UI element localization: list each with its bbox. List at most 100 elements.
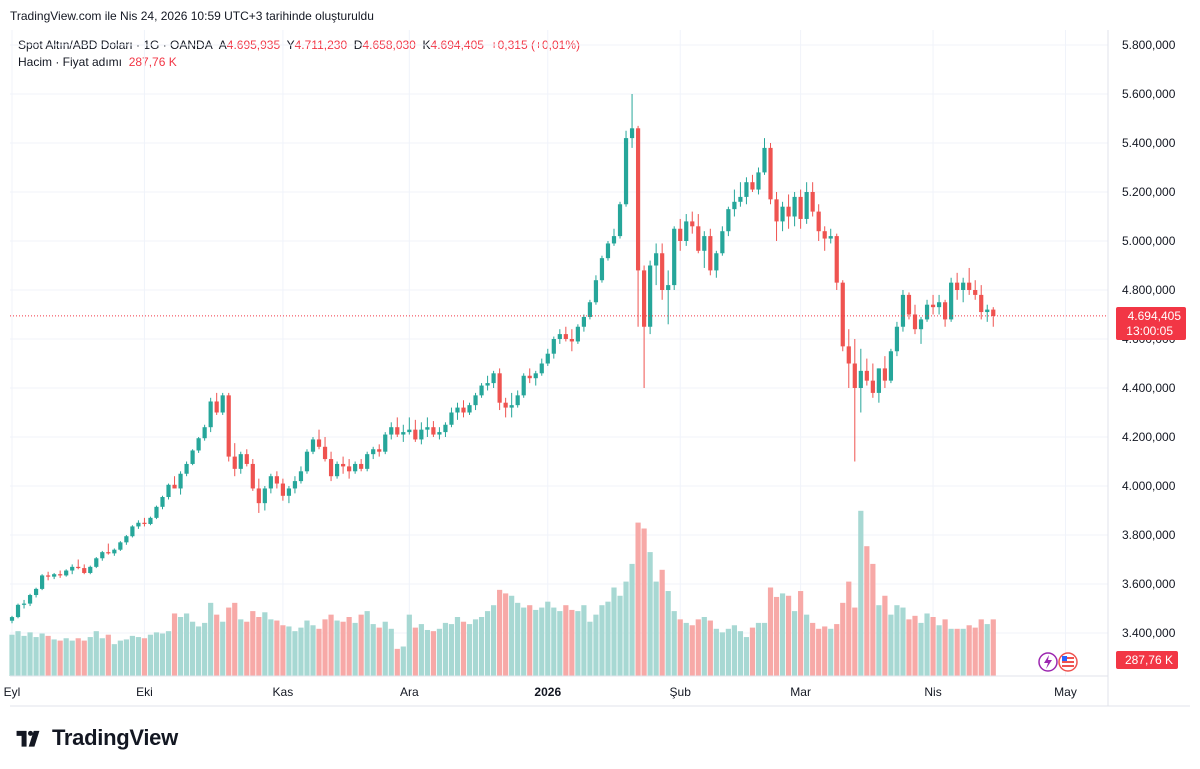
volume-bar [304,620,310,676]
candle [654,243,659,286]
candle-body [124,536,129,543]
candle [389,422,394,440]
grid-lines [10,30,1108,676]
volume-bar [737,631,744,676]
volume-bar [454,617,461,676]
time-axis[interactable]: Eyl Eki Kas Ara 2026 Şub Mar Nis May [4,685,1077,699]
volume-bar [424,629,430,676]
candle-body [876,368,881,393]
volume-bar [515,602,521,676]
candle [280,478,285,501]
volume-bar [478,617,485,676]
candle-body [527,375,532,379]
candle-body [678,228,683,241]
candle-body [949,282,954,320]
volume-bar [310,625,316,676]
volume-bar [328,614,334,676]
candle-body [112,549,117,554]
volume-bar [557,611,563,676]
volume-bar [563,605,569,676]
volume-value: 287,76 K [128,55,177,69]
candle [46,571,51,581]
volume-bar [509,595,515,676]
volume-bar [497,589,503,676]
volume-bar [749,627,756,676]
candle-body [383,434,388,452]
volume-bar [539,607,545,676]
price-tick-label: 4.400,000 [1122,381,1176,395]
candle [666,270,671,325]
volume-bar [864,546,870,676]
candle [467,402,472,415]
candle [690,211,695,234]
candle [720,226,725,256]
candle [985,304,990,322]
candle-body [714,253,719,271]
volume-bar [984,624,990,676]
price-tick-label: 5.400,000 [1122,136,1176,150]
candle-body [906,294,912,315]
candle-body [882,368,887,381]
candle [599,255,605,283]
candle-body [473,395,478,406]
volume-bar [21,635,27,676]
candle [635,125,641,327]
legend-ohlc-row: Spot Altın/ABD Doları · 1G · OANDA A4.69… [18,37,580,54]
candle-body [768,147,773,200]
candle-body [846,346,851,364]
candle [419,422,424,445]
candle [94,557,99,569]
candle-body [419,429,424,440]
volume-bar [472,619,479,676]
candle [894,321,900,357]
candle-body [395,427,400,435]
volume-label[interactable]: Hacim · Fiyat adımı [18,55,123,69]
candle-body [196,438,201,451]
volume-bar [159,633,166,676]
candle [846,329,851,388]
candle-body [208,401,213,428]
candle [906,292,912,320]
bar-countdown: 13:00:05 [1126,324,1173,338]
volume-bar [587,621,593,676]
candle-body [780,206,785,222]
volume-bar [870,563,876,676]
volume-bar [882,595,888,676]
lightning-icon[interactable] [1038,652,1058,672]
volume-bar [575,611,581,676]
candle-body [64,570,69,576]
candle [172,476,177,489]
candle [413,419,418,442]
candle-body [322,446,328,460]
volume-bar [527,605,533,676]
volume-bar [406,614,412,676]
volume-bar [954,628,960,676]
volume-bar [978,619,984,676]
candle [979,285,984,320]
volume-bar [39,633,45,676]
candle [738,182,743,207]
candle-body [587,302,593,317]
candle-body [365,454,370,469]
us-flag-icon[interactable] [1058,652,1078,672]
last-price-tag: 4.694,405 13:00:05 [1116,307,1186,340]
candle-body [106,552,111,554]
candle-body [425,427,430,430]
volume-bar [340,621,346,676]
candle [762,138,767,175]
candle-body [214,401,219,413]
volume-bar [418,624,424,676]
volume-bar [9,634,15,676]
candle [353,461,358,474]
candle [27,593,33,607]
volume-bar [226,607,232,676]
candle-body [413,429,418,440]
price-axis[interactable]: 3.400,000 3.600,000 3.800,000 4.000,000 4.20… [1122,38,1176,640]
volume-bar [948,628,954,676]
volume-bar [785,595,792,676]
candle [310,437,316,455]
volume-bar [852,607,858,676]
volume-bar [364,611,370,676]
candle-body [912,314,918,330]
